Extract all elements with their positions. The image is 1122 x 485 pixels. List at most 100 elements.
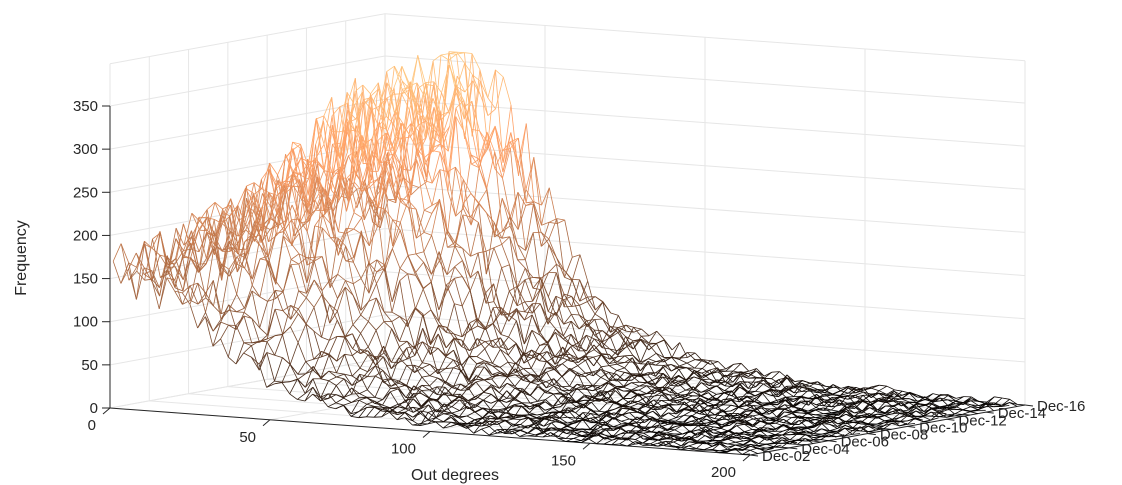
mesh-segment	[440, 53, 449, 56]
mesh-segment	[547, 318, 556, 330]
mesh-segment	[781, 439, 790, 445]
mesh-segment	[483, 379, 492, 386]
mesh-segment	[623, 386, 632, 391]
mesh-segment	[677, 394, 686, 396]
mesh-segment	[383, 356, 392, 380]
mesh-segment	[876, 415, 885, 418]
mesh-segment	[785, 399, 794, 402]
mesh-segment	[671, 342, 681, 358]
mesh-segment	[844, 427, 853, 435]
mesh-segment	[640, 335, 650, 344]
mesh-segment	[570, 358, 579, 362]
mesh-segment	[483, 386, 492, 393]
mesh-segment	[785, 391, 794, 397]
mesh-segment	[709, 367, 718, 371]
mesh-segment	[376, 259, 385, 266]
mesh-segment	[476, 362, 485, 365]
mesh-segment	[632, 342, 641, 363]
mesh-segment	[652, 410, 661, 419]
box-top	[109, 13, 1026, 65]
mesh-segment	[259, 234, 269, 257]
mesh-segment	[454, 303, 463, 307]
mesh-segment	[175, 227, 185, 246]
mesh-segment	[370, 126, 379, 164]
mesh-segment	[467, 381, 477, 388]
y-axis-line	[749, 404, 1026, 456]
mesh-segment	[322, 214, 331, 238]
mesh-segment	[361, 182, 370, 197]
mesh-segment	[245, 205, 254, 212]
mesh-segment	[593, 338, 603, 348]
mesh-segment	[674, 429, 683, 435]
mesh-segment	[476, 375, 485, 381]
mesh-segment	[768, 417, 777, 422]
mesh-segment	[591, 398, 600, 403]
mesh-segment	[491, 378, 500, 389]
mesh-segment	[645, 396, 655, 407]
y-tick	[1024, 404, 1034, 407]
mesh-segment	[598, 411, 607, 422]
mesh-segment	[862, 401, 871, 405]
mesh-segment	[430, 346, 439, 349]
mesh-segment	[367, 365, 376, 373]
mesh-segment	[445, 359, 454, 369]
mesh-segment	[662, 376, 671, 380]
mesh-segment	[261, 229, 271, 242]
mesh-segment	[793, 387, 802, 397]
mesh-segment	[470, 216, 479, 223]
mesh-segment	[540, 231, 550, 240]
mesh-segment	[501, 264, 510, 269]
mesh-segment	[878, 390, 887, 395]
mesh-segment	[367, 365, 376, 377]
mesh-segment	[292, 157, 302, 172]
mesh-segment	[455, 166, 464, 180]
mesh-segment	[328, 354, 338, 362]
mesh-segment	[375, 297, 385, 322]
mesh-segment	[1009, 398, 1018, 405]
mesh-segment	[351, 375, 361, 382]
mesh-segment	[323, 120, 332, 180]
mesh-segment	[491, 372, 500, 380]
mesh-segment	[583, 412, 591, 414]
mesh-segment	[395, 177, 404, 202]
mesh-segment	[684, 401, 693, 411]
mesh-segment	[662, 380, 671, 388]
mesh-segment	[845, 415, 854, 423]
mesh-segment	[368, 206, 378, 246]
mesh-segment	[299, 179, 308, 208]
mesh-segment	[728, 432, 737, 436]
mesh-segment	[790, 432, 798, 436]
mesh-segment	[437, 368, 446, 375]
mesh-segment	[648, 344, 657, 354]
mesh-segment	[683, 415, 692, 424]
mesh-segment	[332, 181, 342, 204]
mesh-segment	[774, 424, 784, 432]
mesh-segment	[525, 204, 534, 251]
mesh-segment	[222, 198, 232, 223]
mesh-segment	[812, 439, 821, 442]
mesh-segment	[761, 407, 770, 415]
mesh-segment	[470, 252, 479, 257]
mesh-segment	[923, 411, 932, 417]
mesh-segment	[556, 219, 565, 224]
mesh-segment	[621, 407, 630, 410]
mesh-segment	[366, 375, 376, 390]
mesh-segment	[555, 312, 564, 337]
mesh-segment	[687, 352, 696, 358]
mesh-segment	[392, 165, 402, 189]
mesh-segment	[383, 345, 392, 369]
mesh-segment	[870, 392, 879, 396]
mesh-segment	[525, 203, 534, 206]
mesh-segment	[492, 349, 501, 364]
mesh-segment	[501, 244, 510, 265]
mesh-segment	[594, 296, 604, 303]
mesh-segment	[569, 372, 578, 387]
mesh-segment	[852, 433, 861, 435]
mesh-segment	[744, 423, 753, 430]
mesh-segment	[267, 214, 277, 257]
mesh-segment	[423, 232, 432, 236]
mesh-segment	[646, 395, 655, 398]
mesh-segment	[640, 344, 649, 363]
mesh-segment	[623, 375, 633, 387]
mesh-segment	[1009, 402, 1018, 407]
